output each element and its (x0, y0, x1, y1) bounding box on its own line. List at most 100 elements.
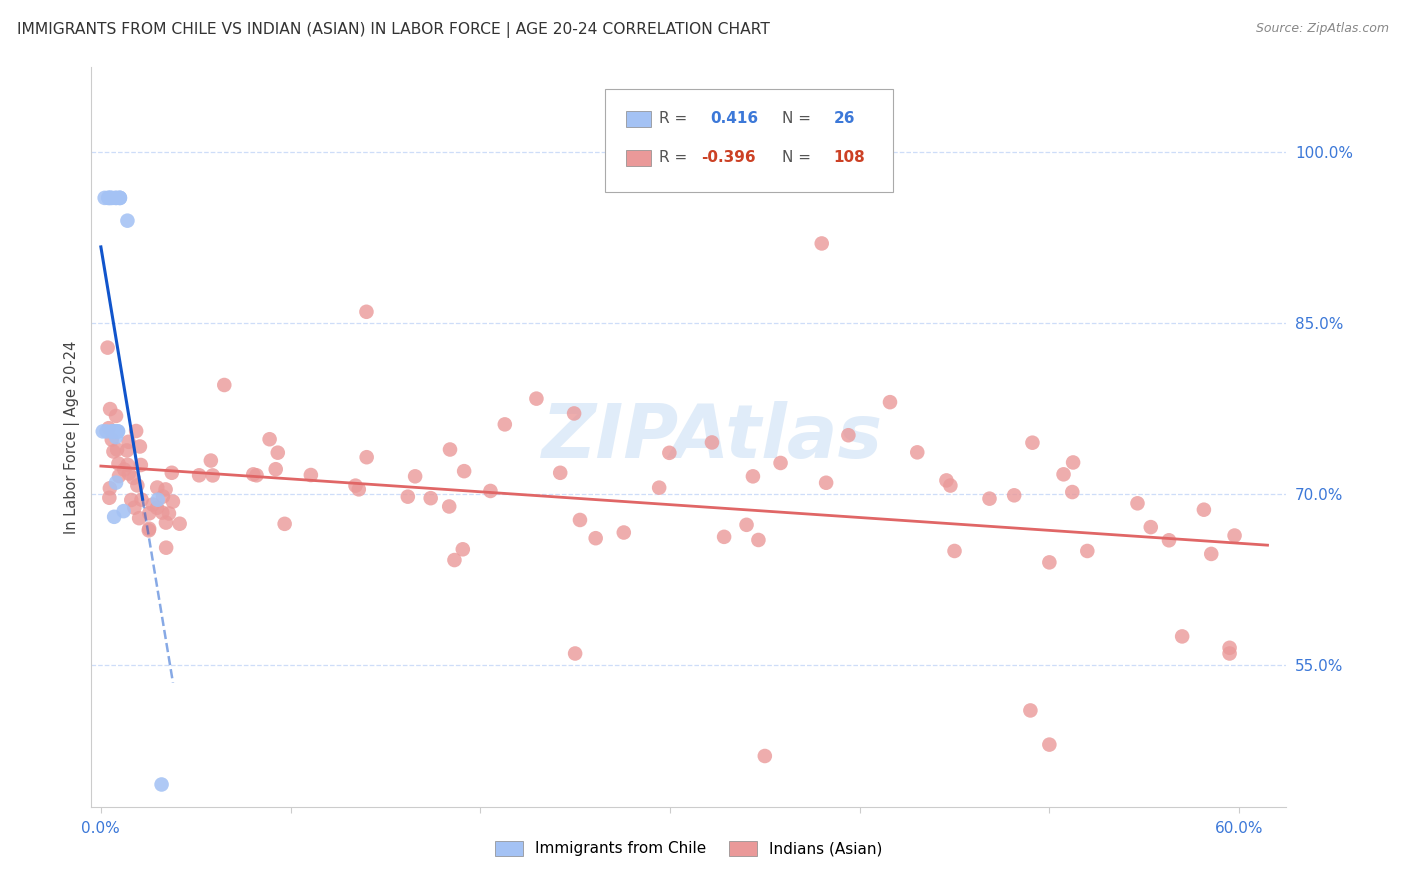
Point (443, 553, 465, 567)
Point (112, 462, 135, 476)
Text: -0.396: -0.396 (702, 151, 756, 165)
Point (658, 446, 681, 460)
Point (138, 506, 160, 520)
Point (107, 425, 129, 439)
Point (103, 425, 125, 439)
Point (1126, 496, 1149, 510)
Point (1019, 703, 1042, 717)
Point (131, 492, 153, 507)
Point (155, 516, 177, 530)
Point (97, 421, 120, 435)
Point (568, 513, 591, 527)
Point (347, 483, 370, 497)
Point (742, 469, 765, 483)
Point (562, 406, 585, 420)
Point (1062, 485, 1084, 500)
Point (138, 522, 160, 536)
Point (979, 491, 1001, 506)
Text: R =: R = (659, 112, 697, 126)
Point (101, 425, 124, 439)
Point (152, 490, 174, 504)
Text: 26: 26 (834, 112, 855, 126)
Point (404, 469, 426, 483)
Point (700, 435, 723, 450)
Point (1219, 647, 1241, 661)
Point (1062, 455, 1084, 469)
Point (105, 191, 128, 205)
Point (201, 468, 224, 483)
Point (754, 749, 776, 764)
Point (118, 467, 141, 481)
Point (815, 475, 838, 490)
Point (356, 305, 378, 319)
Point (1052, 467, 1074, 482)
Point (112, 504, 135, 518)
Point (105, 191, 128, 205)
Point (264, 462, 287, 476)
Point (439, 442, 461, 457)
Point (127, 478, 149, 492)
Point (1192, 502, 1215, 516)
Point (107, 457, 129, 471)
Point (101, 425, 124, 439)
Point (1038, 555, 1060, 569)
Point (98, 191, 121, 205)
Point (494, 417, 516, 432)
Point (157, 507, 180, 521)
Point (138, 524, 160, 538)
Point (214, 378, 236, 392)
Point (98, 191, 121, 205)
Point (115, 443, 138, 458)
Point (91, 425, 114, 439)
Point (160, 466, 183, 480)
Point (93, 191, 115, 205)
Point (356, 450, 378, 465)
Point (117, 434, 139, 449)
Point (103, 444, 125, 458)
Point (129, 440, 152, 454)
Point (419, 491, 441, 505)
Point (98, 491, 121, 505)
Point (1223, 528, 1246, 542)
Text: Source: ZipAtlas.com: Source: ZipAtlas.com (1256, 22, 1389, 36)
Point (245, 468, 267, 483)
Point (1171, 629, 1194, 643)
Point (146, 481, 169, 495)
Point (98, 481, 121, 495)
Point (837, 428, 859, 442)
Point (108, 191, 131, 205)
Point (905, 445, 928, 459)
Point (437, 500, 460, 514)
Point (107, 425, 129, 439)
Point (96, 425, 118, 439)
Text: 108: 108 (834, 151, 866, 165)
Point (97, 191, 120, 205)
Point (188, 468, 211, 483)
Point (879, 395, 901, 409)
Point (129, 458, 152, 472)
Point (769, 456, 792, 470)
Point (155, 541, 177, 555)
Point (108, 191, 131, 205)
Point (200, 453, 222, 467)
Point (735, 517, 758, 532)
Point (396, 490, 419, 504)
Point (103, 509, 125, 524)
Point (101, 191, 124, 205)
Point (939, 478, 962, 492)
Point (162, 494, 184, 508)
Point (150, 506, 173, 520)
Point (146, 500, 169, 515)
Point (548, 466, 571, 480)
Point (943, 544, 966, 558)
Point (267, 445, 290, 459)
Point (273, 516, 295, 531)
Point (108, 191, 131, 205)
Point (101, 433, 124, 447)
Point (105, 430, 128, 444)
Point (108, 469, 131, 483)
Point (105, 425, 128, 439)
Point (125, 424, 148, 438)
Point (1002, 488, 1025, 502)
Point (747, 533, 769, 547)
